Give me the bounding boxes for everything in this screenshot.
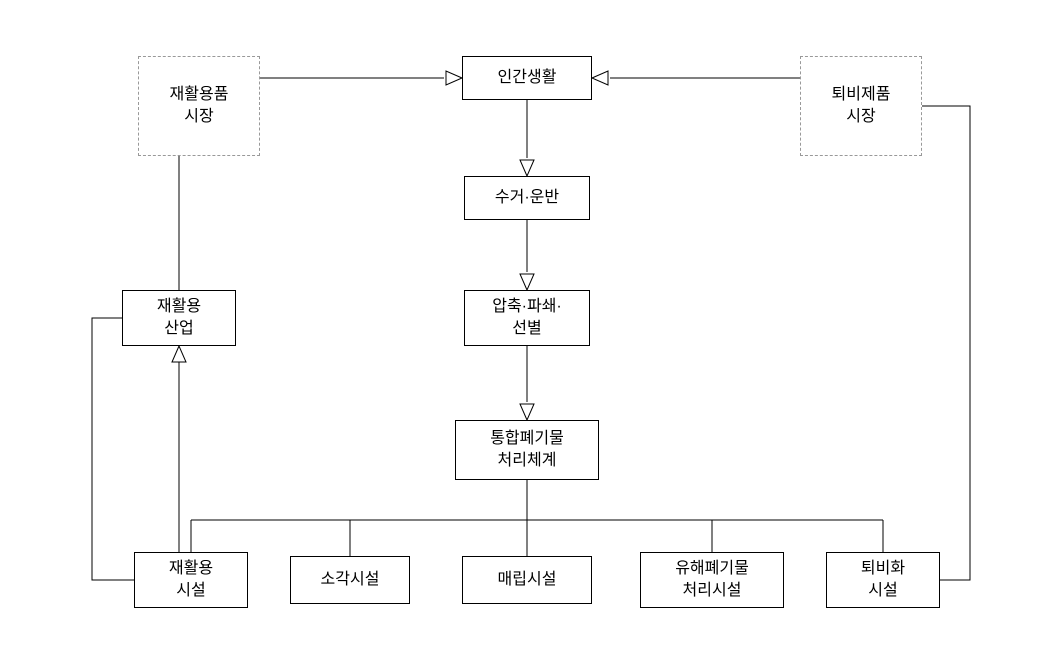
node-label-line1: 유해폐기물: [675, 558, 749, 580]
node-label-line1: 재활용: [157, 296, 201, 318]
node-label: 소각시설: [321, 569, 380, 591]
node-label-line1: 재활용품: [170, 84, 229, 106]
node-compost-market: 퇴비제품 시장: [800, 56, 922, 156]
node-label-line1: 재활용: [169, 558, 213, 580]
node-label-line1: 퇴비제품: [832, 84, 891, 106]
node-label: 인간생활: [498, 67, 557, 89]
node-integrated-system: 통합폐기물 처리체계: [455, 420, 599, 480]
node-incinerate-facility: 소각시설: [290, 556, 410, 604]
node-label-line1: 퇴비화: [861, 558, 905, 580]
node-label-line2: 처리시설: [683, 580, 742, 602]
node-compost-facility: 퇴비화 시설: [826, 552, 940, 608]
node-hazardous-facility: 유해폐기물 처리시설: [640, 552, 784, 608]
node-label-line2: 시장: [846, 106, 875, 128]
node-label-line2: 시설: [868, 580, 897, 602]
node-human-life: 인간생활: [462, 56, 592, 100]
node-label: 매립시설: [498, 569, 557, 591]
node-recycle-facility: 재활용 시설: [134, 552, 248, 608]
node-label-line1: 압축·파쇄·: [492, 296, 562, 318]
node-compress-crush-sort: 압축·파쇄· 선별: [464, 290, 590, 346]
node-recycle-market: 재활용품 시장: [138, 56, 260, 156]
node-label-line2: 시설: [176, 580, 205, 602]
node-label-line2: 처리체계: [498, 450, 557, 472]
node-recycle-industry: 재활용 산업: [122, 290, 236, 346]
node-label: 수거·운반: [495, 187, 559, 209]
node-label-line1: 통합폐기물: [490, 428, 564, 450]
node-label-line2: 선별: [512, 318, 541, 340]
node-collect-transport: 수거·운반: [464, 176, 590, 220]
node-landfill-facility: 매립시설: [462, 556, 592, 604]
node-label-line2: 산업: [164, 318, 193, 340]
node-label-line2: 시장: [184, 106, 213, 128]
